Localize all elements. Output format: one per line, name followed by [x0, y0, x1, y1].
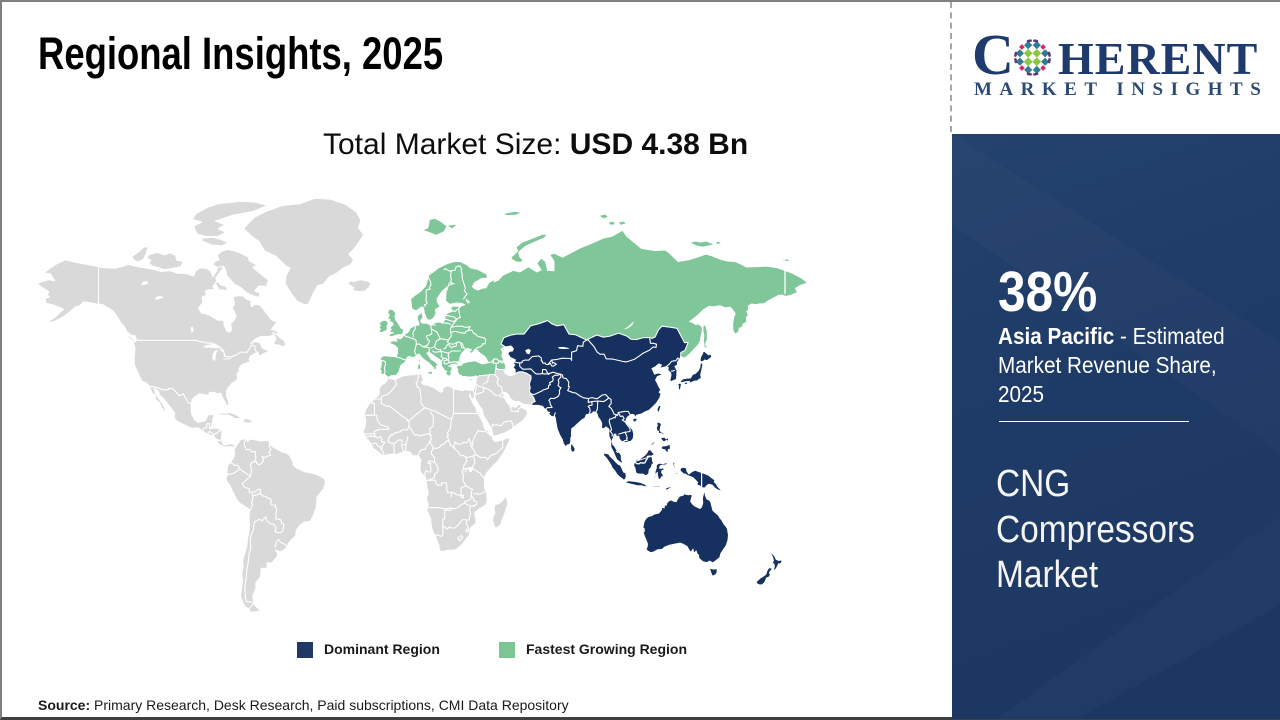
svg-text:HERENT: HERENT: [1058, 33, 1258, 84]
svg-text:C: C: [972, 22, 1014, 87]
svg-text:MARKET INSIGHTS: MARKET INSIGHTS: [974, 79, 1268, 100]
